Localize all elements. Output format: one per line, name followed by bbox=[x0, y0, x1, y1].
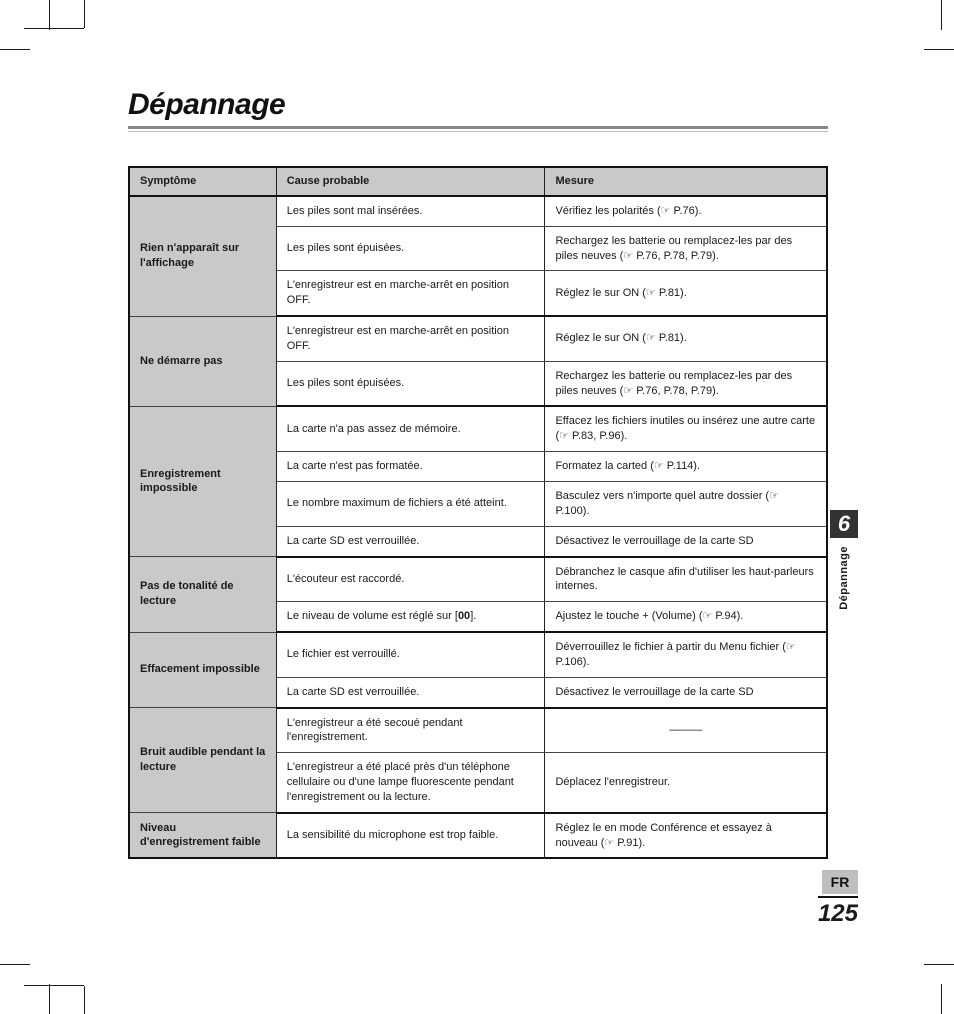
chapter-side-tab: 6 Dépannage bbox=[830, 510, 858, 615]
chapter-label: Dépannage bbox=[838, 546, 850, 610]
crop-mark bbox=[924, 964, 954, 965]
cause-cell: L'enregistreur est en marche-arrêt en po… bbox=[276, 316, 545, 361]
crop-mark bbox=[84, 986, 85, 1014]
chapter-number: 6 bbox=[830, 510, 858, 538]
measure-cell: Rechargez les batterie ou remplacez-les … bbox=[545, 361, 827, 406]
crop-mark bbox=[84, 0, 85, 28]
table-row: Enregistrement impossibleLa carte n'a pa… bbox=[129, 406, 827, 451]
symptom-cell: Ne démarre pas bbox=[129, 316, 276, 406]
cause-cell: La sensibilité du microphone est trop fa… bbox=[276, 813, 545, 859]
cause-cell: L'écouteur est raccordé. bbox=[276, 557, 545, 602]
title-rule bbox=[128, 126, 828, 136]
measure-cell: Effacez les fichiers inutiles ou insérez… bbox=[545, 406, 827, 451]
table-row: Niveau d'enregistrement faibleLa sensibi… bbox=[129, 813, 827, 859]
cause-cell: La carte SD est verrouillée. bbox=[276, 677, 545, 707]
table-header-row: Symptôme Cause probable Mesure bbox=[129, 167, 827, 196]
measure-cell: Rechargez les batterie ou remplacez-les … bbox=[545, 226, 827, 271]
crop-mark bbox=[0, 49, 30, 50]
col-header-measure: Mesure bbox=[545, 167, 827, 196]
table-row: Bruit audible pendant la lectureL'enregi… bbox=[129, 708, 827, 753]
crop-mark bbox=[941, 0, 942, 30]
measure-cell: Déverrouillez le fichier à partir du Men… bbox=[545, 632, 827, 677]
cause-cell: La carte SD est verrouillée. bbox=[276, 526, 545, 556]
col-header-cause: Cause probable bbox=[276, 167, 545, 196]
page-content: Dépannage Symptôme Cause probable Mesure… bbox=[128, 88, 828, 859]
cause-cell: Le nombre maximum de fichiers a été atte… bbox=[276, 481, 545, 526]
crop-mark bbox=[924, 49, 954, 50]
crop-mark bbox=[0, 964, 30, 965]
measure-cell: Déplacez l'enregistreur. bbox=[545, 753, 827, 813]
table-row: Rien n'apparaît sur l'affichageLes piles… bbox=[129, 196, 827, 226]
measure-cell: Réglez le sur ON (☞ P.81). bbox=[545, 271, 827, 316]
cause-cell: L'enregistreur a été secoué pendant l'en… bbox=[276, 708, 545, 753]
measure-cell: Désactivez le verrouillage de la carte S… bbox=[545, 526, 827, 556]
cause-cell: Le fichier est verrouillé. bbox=[276, 632, 545, 677]
symptom-cell: Pas de tonalité de lecture bbox=[129, 557, 276, 633]
language-tab: FR bbox=[822, 870, 858, 894]
cause-cell: L'enregistreur a été placé près d'un tél… bbox=[276, 753, 545, 813]
crop-mark bbox=[49, 0, 50, 30]
measure-cell: Basculez vers n'importe quel autre dossi… bbox=[545, 481, 827, 526]
measure-cell: Désactivez le verrouillage de la carte S… bbox=[545, 677, 827, 707]
page-title: Dépannage bbox=[128, 88, 828, 122]
symptom-cell: Effacement impossible bbox=[129, 632, 276, 708]
measure-cell: ——— bbox=[545, 708, 827, 753]
troubleshooting-table: Symptôme Cause probable Mesure Rien n'ap… bbox=[128, 166, 828, 859]
measure-cell: Réglez le sur ON (☞ P.81). bbox=[545, 316, 827, 361]
cause-cell: Le niveau de volume est réglé sur [00]. bbox=[276, 602, 545, 632]
table-row: Pas de tonalité de lectureL'écouteur est… bbox=[129, 557, 827, 602]
cause-cell: Les piles sont épuisées. bbox=[276, 226, 545, 271]
cause-cell: Les piles sont mal insérées. bbox=[276, 196, 545, 226]
table-row: Effacement impossibleLe fichier est verr… bbox=[129, 632, 827, 677]
crop-mark bbox=[24, 28, 84, 29]
measure-cell: Réglez le en mode Conférence et essayez … bbox=[545, 813, 827, 859]
crop-mark bbox=[24, 985, 84, 986]
measure-cell: Ajustez le touche + (Volume) (☞ P.94). bbox=[545, 602, 827, 632]
measure-cell: Vérifiez les polarités (☞ P.76). bbox=[545, 196, 827, 226]
crop-mark bbox=[941, 984, 942, 1014]
symptom-cell: Rien n'apparaît sur l'affichage bbox=[129, 196, 276, 316]
measure-cell: Formatez la carted (☞ P.114). bbox=[545, 452, 827, 482]
crop-mark bbox=[49, 984, 50, 1014]
col-header-symptom: Symptôme bbox=[129, 167, 276, 196]
cause-cell: La carte n'est pas formatée. bbox=[276, 452, 545, 482]
symptom-cell: Enregistrement impossible bbox=[129, 406, 276, 556]
page-number: 125 bbox=[818, 896, 858, 928]
symptom-cell: Niveau d'enregistrement faible bbox=[129, 813, 276, 859]
cause-cell: La carte n'a pas assez de mémoire. bbox=[276, 406, 545, 451]
measure-cell: Débranchez le casque afin d'utiliser les… bbox=[545, 557, 827, 602]
cause-cell: L'enregistreur est en marche-arrêt en po… bbox=[276, 271, 545, 316]
symptom-cell: Bruit audible pendant la lecture bbox=[129, 708, 276, 813]
cause-cell: Les piles sont épuisées. bbox=[276, 361, 545, 406]
table-row: Ne démarre pasL'enregistreur est en marc… bbox=[129, 316, 827, 361]
